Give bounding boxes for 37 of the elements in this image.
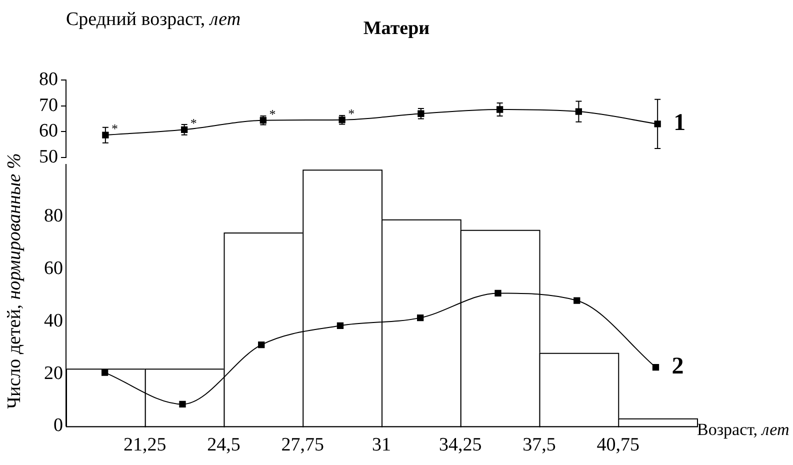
series-label: 2 (672, 354, 684, 380)
series-label: 1 (674, 110, 686, 136)
point (102, 369, 108, 376)
y-tick-label: 70 (39, 94, 58, 116)
x-tick-label: 31 (372, 434, 391, 456)
data-label: * (348, 106, 355, 121)
x-tick-label: 34,25 (439, 434, 482, 456)
data-label: * (111, 121, 118, 136)
y-tick-label: 50 (39, 146, 58, 168)
data-label: * (190, 116, 197, 131)
y-axis-title: Число детей, нормированные % (4, 152, 26, 411)
point (652, 364, 660, 371)
y-tick-label: 0 (54, 415, 63, 436)
y-tick-label: 40 (44, 310, 63, 332)
point (418, 110, 424, 117)
x-tick-label: 21,25 (124, 434, 166, 456)
chart-title: Матери (363, 18, 430, 39)
y-tick-label: 60 (44, 258, 63, 280)
y-axis-title: Средний возраст, лет (66, 8, 242, 32)
x-axis-title: Возраст, лет (697, 420, 790, 440)
point (417, 314, 424, 322)
point (179, 400, 186, 408)
point (258, 341, 265, 348)
point (654, 120, 661, 128)
point (574, 297, 580, 304)
y-tick-label: 80 (44, 206, 63, 227)
point (494, 290, 502, 297)
x-tick-label: 24,5 (207, 434, 240, 456)
point (102, 132, 109, 138)
point (336, 322, 344, 329)
x-tick-label: 37,5 (522, 434, 556, 456)
data-label: * (269, 106, 276, 122)
y-tick-label: 60 (39, 120, 58, 142)
y-tick-label: 80 (39, 68, 58, 90)
x-tick-label: 40,75 (596, 434, 640, 456)
y-tick-label: 20 (44, 362, 63, 384)
x-tick-label: 27,75 (281, 434, 324, 456)
